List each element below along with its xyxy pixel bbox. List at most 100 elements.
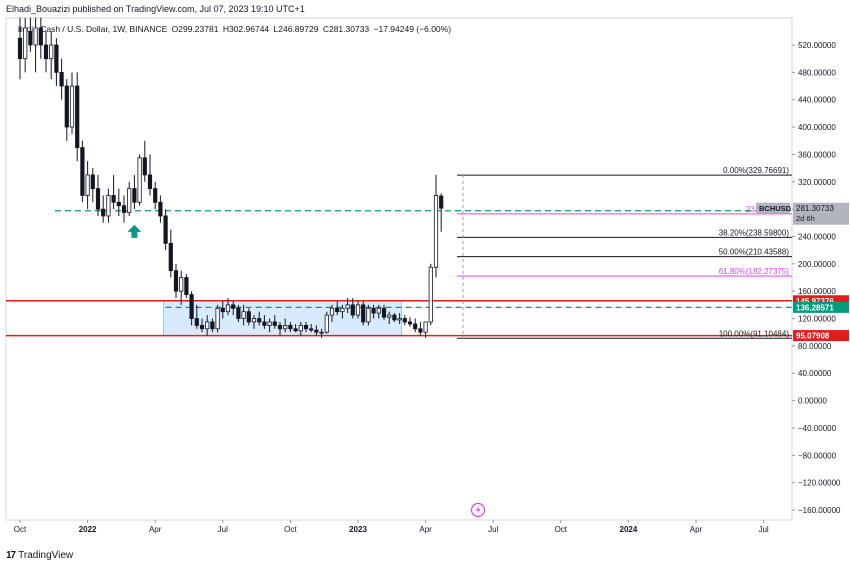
candle-body	[215, 307, 220, 330]
candle-body	[225, 304, 231, 313]
candle-body	[402, 318, 407, 323]
y-tick-label: −80.00000	[798, 451, 837, 460]
candle-body	[101, 208, 106, 217]
x-tick-label: Apr	[149, 525, 162, 534]
candle-body	[407, 321, 413, 325]
candle-body	[49, 44, 54, 60]
candle-body	[272, 321, 277, 326]
candle-body	[361, 304, 366, 323]
candle-body	[371, 307, 376, 314]
x-tick-label: 2024	[620, 525, 638, 534]
candle-body	[127, 188, 132, 213]
candle-body	[85, 174, 90, 196]
publish-header: Elhadi_Bouazizi published on TradingView…	[6, 4, 305, 14]
y-tick-label: 400.00000	[798, 123, 836, 132]
candle-body	[340, 307, 345, 313]
fib-label: 61.80%(182.27375)	[719, 267, 790, 276]
candle-body	[28, 30, 33, 46]
fib-label: 38.20%(238.59800)	[719, 228, 790, 237]
y-tick-label: 200.00000	[798, 260, 836, 269]
candle-body	[433, 195, 439, 268]
y-tick-label: 520.00000	[798, 41, 836, 50]
symbol-tag: BCHUSD	[759, 204, 792, 213]
candle-body	[75, 85, 80, 148]
fib-label: 50.00%(210.43588)	[719, 248, 790, 257]
candle-body	[392, 314, 397, 321]
support-badge: 95.07908	[796, 332, 830, 341]
candle-body	[54, 44, 59, 73]
candle-body	[153, 188, 158, 203]
candle-body	[220, 307, 225, 313]
legend-change: −17.94249 (−6.00%)	[373, 24, 452, 34]
candle-body	[293, 328, 298, 332]
candle-body	[111, 195, 116, 203]
x-tick-label: Oct	[284, 525, 297, 534]
footer: 17 TradingView	[6, 550, 73, 561]
candle-body	[173, 270, 179, 292]
current-price-label: 281.30733	[796, 204, 834, 213]
candle-body	[319, 331, 324, 334]
candle-body	[376, 307, 381, 314]
candle-body	[345, 304, 350, 309]
candle-body	[267, 321, 272, 326]
candle-body	[184, 277, 189, 295]
x-tick-label: Jul	[218, 525, 228, 534]
y-tick-label: 360.00000	[798, 150, 836, 159]
candle-body	[231, 304, 236, 309]
symbol-tag-bg	[756, 202, 790, 214]
candle-body	[43, 44, 49, 60]
candle-body	[158, 201, 163, 217]
candle-body	[314, 329, 319, 333]
candle-body	[132, 188, 137, 203]
y-tick-label: 240.00000	[798, 232, 836, 241]
candle-body	[121, 205, 127, 213]
legend-open: O299.23781	[171, 24, 219, 34]
y-tick-label: 440.00000	[798, 96, 836, 105]
lightning-icon	[476, 506, 481, 514]
y-tick-label: −40.00000	[798, 424, 837, 433]
candle-body	[236, 307, 241, 319]
candle-body	[329, 307, 335, 316]
candle-body	[189, 294, 194, 319]
y-tick-label: 480.00000	[798, 68, 836, 77]
candle-body	[298, 324, 303, 332]
x-tick-label: Oct	[14, 525, 27, 534]
candle-body	[428, 266, 433, 323]
candle-body	[90, 174, 95, 190]
tradingview-logo-icon: 17	[6, 550, 16, 561]
x-tick-label: Jul	[758, 525, 768, 534]
candle-body	[309, 328, 314, 331]
y-tick-label: 80.00000	[798, 342, 832, 351]
candle-body	[366, 307, 371, 323]
candle-body	[38, 27, 43, 46]
candle-body	[413, 323, 418, 330]
y-tick-label: 40.00000	[798, 369, 832, 378]
candle-body	[246, 311, 251, 323]
y-tick-label: 160.00000	[798, 287, 836, 296]
candle-body	[324, 314, 329, 333]
candle-body	[257, 318, 262, 323]
candle-body	[95, 188, 101, 210]
resistance-badge: 145.97376	[796, 297, 834, 306]
candle-body	[283, 324, 288, 330]
candle-body	[418, 328, 423, 333]
candle-body	[397, 318, 402, 321]
fib-label: 100.00%(91.10484)	[719, 329, 790, 338]
footer-brand: TradingView	[18, 550, 74, 561]
countdown-label: 2d 6h	[796, 214, 815, 223]
x-tick-label: Jul	[488, 525, 498, 534]
x-tick-label: 2022	[79, 525, 97, 534]
candle-body	[241, 311, 246, 319]
candle-body	[69, 85, 75, 128]
candle-body	[355, 304, 361, 316]
y-tick-label: 0.00000	[798, 397, 827, 406]
range-box	[163, 300, 403, 337]
up-arrow-icon	[127, 224, 142, 238]
dashed-lower-badge-bg	[793, 301, 849, 313]
candle-body	[210, 321, 215, 330]
y-tick-label: −160.00000	[798, 506, 841, 515]
candle-body	[137, 157, 142, 203]
legend-low: L246.89729	[273, 24, 319, 34]
x-tick-label: Oct	[555, 525, 568, 534]
